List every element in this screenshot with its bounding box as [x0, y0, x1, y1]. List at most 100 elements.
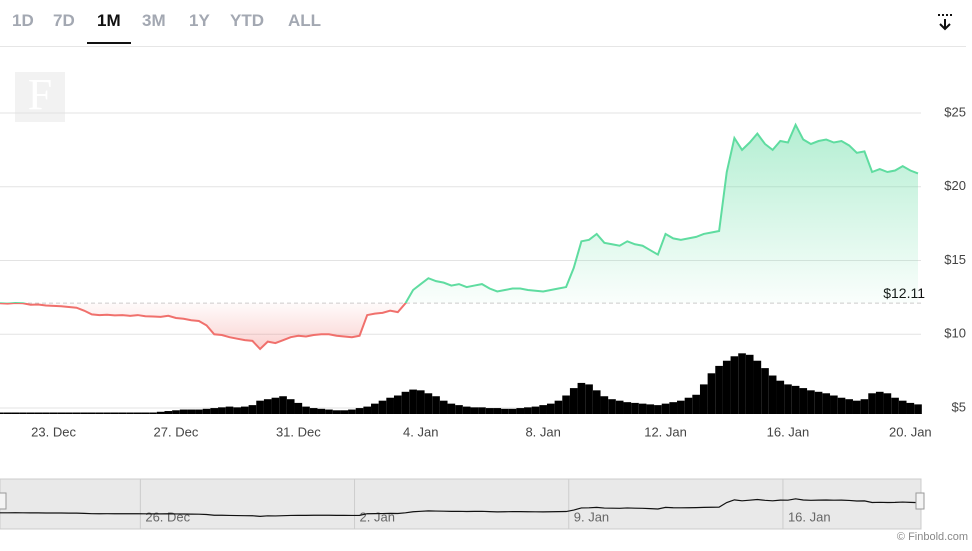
volume-bar [225, 406, 234, 414]
volume-bar [172, 410, 180, 414]
volume-bar [363, 406, 372, 414]
baseline-label: $12.11 [883, 285, 925, 301]
range-tab[interactable]: 3M [142, 11, 166, 30]
navigator-label: 2. Jan [360, 509, 395, 524]
x-tick-label: 12. Jan [644, 424, 687, 439]
volume-bar [179, 409, 188, 414]
volume-bar [699, 384, 708, 414]
navigator[interactable] [0, 478, 922, 530]
volume-bar [722, 360, 731, 414]
price-line [0, 122, 919, 351]
volume-bar [302, 406, 310, 414]
volume-bar [156, 411, 165, 414]
volume-bar [539, 405, 547, 414]
volume-bar [615, 400, 624, 414]
volume-bar [65, 412, 73, 414]
y-tick-label: $10 [944, 326, 966, 341]
volume-bar [110, 412, 119, 414]
volume-bar [608, 399, 616, 414]
volume-bar [524, 407, 532, 414]
x-tick-label: 8. Jan [525, 424, 560, 439]
volume-bar [501, 408, 509, 414]
volume-bar [256, 400, 264, 414]
volume-bar [432, 396, 440, 414]
volume-bar [631, 402, 639, 414]
y-tick-label: $25 [944, 104, 966, 119]
volume-bar [279, 396, 287, 414]
range-tab[interactable]: YTD [230, 11, 264, 30]
volume-bar [860, 399, 869, 414]
volume-bar [768, 375, 777, 414]
volume-bar [791, 385, 800, 414]
volume-bar [325, 409, 333, 414]
volume-bar [562, 395, 570, 414]
y-tick-label: $15 [944, 252, 966, 267]
range-tab[interactable]: 7D [53, 11, 75, 30]
volume-bar [669, 402, 678, 414]
volume-bar [294, 402, 303, 414]
volume-bar [118, 412, 127, 414]
volume-bar [898, 400, 907, 414]
volume-bar [455, 405, 463, 414]
range-tab[interactable]: ALL [288, 11, 322, 30]
volume-bar [776, 380, 785, 414]
volume-bar [263, 399, 272, 414]
y-tick-label: $20 [944, 178, 966, 193]
volume-bar [654, 405, 662, 414]
volume-bar [661, 403, 670, 414]
range-tab[interactable]: 1Y [189, 11, 210, 30]
volume-bar [409, 389, 417, 414]
volume-bar [233, 407, 241, 414]
price-area [0, 124, 918, 349]
volume-bar [822, 393, 831, 414]
volume-bar [508, 408, 517, 414]
volume-bar [569, 388, 578, 414]
volume-bar [386, 397, 394, 414]
x-tick-label: 27. Dec [154, 424, 199, 439]
volume-bar [439, 400, 448, 414]
navigator-label: 9. Jan [574, 509, 609, 524]
volume-bar [378, 400, 387, 414]
volume-bar [149, 412, 157, 414]
volume-bar [0, 412, 4, 414]
logo-box [15, 72, 65, 122]
volume-bar [141, 412, 150, 414]
volume-bar [493, 408, 502, 414]
volume-bar [72, 412, 81, 414]
volume-bar [868, 393, 876, 414]
credit: © Finbold.com [897, 531, 968, 543]
volume-bar [830, 395, 838, 414]
volume-bar [34, 412, 43, 414]
x-tick-label: 31. Dec [276, 424, 321, 439]
volume-bar [470, 407, 479, 414]
volume-bar [355, 408, 364, 414]
volume-bar [638, 403, 647, 414]
navigator-handle[interactable] [915, 492, 925, 510]
y-tick-label: $5 [952, 399, 966, 414]
volume-bar [103, 412, 111, 414]
navigator-handle[interactable] [0, 492, 7, 510]
volume-bar [393, 395, 402, 414]
volume-bar [600, 396, 609, 414]
x-tick-label: 23. Dec [31, 424, 76, 439]
volume-bar [87, 412, 96, 414]
volume-bar [416, 390, 425, 414]
range-tab[interactable]: 1M [87, 11, 131, 44]
volume-bar [531, 406, 540, 414]
volume-bar [692, 394, 700, 414]
x-tick-label: 16. Jan [767, 424, 810, 439]
volume-bar [852, 400, 861, 414]
volume-bar [317, 408, 326, 414]
volume-bar [684, 397, 693, 414]
volume-bar [218, 407, 226, 414]
download-button[interactable] [935, 12, 957, 34]
volume-bar [914, 404, 922, 414]
volume-bar [462, 406, 471, 414]
range-tab[interactable]: 1D [12, 11, 34, 30]
volume-bar [646, 404, 655, 414]
navigator-label: 16. Jan [788, 509, 831, 524]
volume-bar [340, 410, 349, 414]
volume-bar [891, 397, 899, 414]
